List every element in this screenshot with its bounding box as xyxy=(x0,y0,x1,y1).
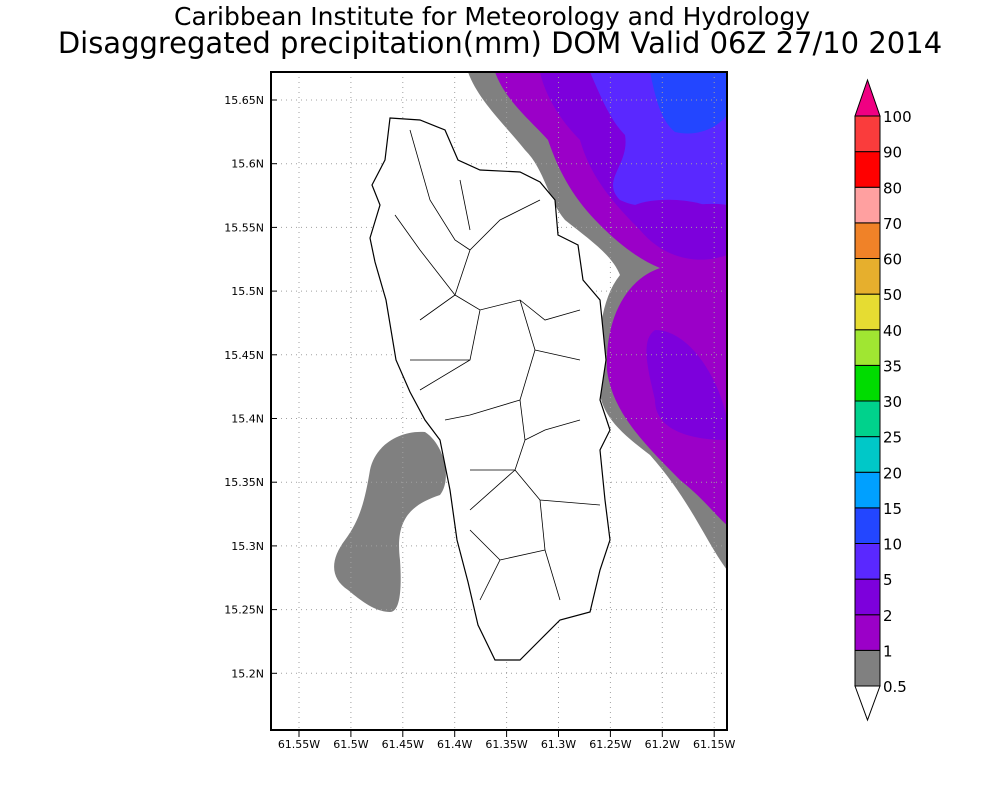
lon-tick-label: 61.45W xyxy=(382,738,424,751)
island-dominica xyxy=(369,117,611,661)
lon-tick-label: 61.4W xyxy=(437,738,472,751)
colorbar-label: 35 xyxy=(883,357,902,375)
colorbar-label: 30 xyxy=(883,393,902,411)
colorbar-label: 25 xyxy=(883,429,902,447)
colorbar-label: 0.5 xyxy=(883,678,907,696)
colorbar-label: 50 xyxy=(883,286,902,304)
lat-tick-label: 15.55N xyxy=(224,221,264,234)
lon-tick-label: 61.3W xyxy=(541,738,576,751)
lat-tick-label: 15.45N xyxy=(224,349,264,362)
lon-tick-label: 61.55W xyxy=(278,738,320,751)
precip-contours xyxy=(334,72,727,612)
precip-area-0.5-southwest xyxy=(334,431,446,612)
lon-tick-label: 61.25W xyxy=(589,738,631,751)
precip-area-2-northeast-inner xyxy=(635,199,722,226)
lon-tick-label: 61.35W xyxy=(485,738,527,751)
colorbar-label: 20 xyxy=(883,464,902,482)
colorbar-label: 70 xyxy=(883,215,902,233)
colorbar-label: 10 xyxy=(883,536,902,554)
colorbar-segment xyxy=(854,578,881,616)
colorbar-segment xyxy=(854,115,881,153)
grid-lines xyxy=(271,72,727,730)
colorbar-segment xyxy=(854,186,881,224)
lat-tick-label: 15.6N xyxy=(231,158,264,171)
colorbar-segment xyxy=(854,436,881,473)
axis-ticks: 15.65N 15.6N 15.55N 15.5N 15.45N 15.4N 15.35N 1… xyxy=(224,94,735,751)
colorbar-segment xyxy=(854,543,881,580)
colorbar-segment xyxy=(854,649,881,687)
colorbar-segment xyxy=(854,151,881,188)
lon-tick-label: 61.15W xyxy=(693,738,735,751)
lat-tick-label: 15.2N xyxy=(231,667,264,680)
colorbar-label: 5 xyxy=(883,571,893,589)
colorbar-label: 60 xyxy=(883,251,902,269)
colorbar-segment xyxy=(854,400,881,438)
colorbar-segment xyxy=(854,222,881,259)
colorbar-label: 40 xyxy=(883,322,902,340)
colorbar-over-triangle xyxy=(854,78,881,117)
colorbar-label: 80 xyxy=(883,179,902,197)
figure-title: Caribbean Institute for Meteorology and … xyxy=(174,2,810,31)
colorbar-label: 1 xyxy=(883,642,893,660)
watershed-boundaries xyxy=(394,129,601,601)
lon-tick-label: 61.2W xyxy=(645,738,680,751)
lat-tick-label: 15.25N xyxy=(224,604,264,617)
colorbar-label: 2 xyxy=(883,607,893,625)
colorbar-segment xyxy=(854,258,881,295)
colorbar-segment xyxy=(854,293,881,331)
colorbar-segment xyxy=(854,507,881,544)
lat-tick-label: 15.65N xyxy=(224,94,264,107)
lat-tick-label: 15.5N xyxy=(231,285,264,298)
colorbar-segment xyxy=(854,471,881,509)
lat-tick-label: 15.35N xyxy=(224,476,264,489)
map-frame xyxy=(270,71,728,731)
colorbar-segment xyxy=(854,329,881,366)
lat-tick-label: 15.3N xyxy=(231,540,264,553)
precip-area-10-northeast xyxy=(650,72,727,134)
colorbar-segment xyxy=(854,364,881,402)
lon-tick-label: 61.5W xyxy=(333,738,368,751)
colorbar-label: 100 xyxy=(883,108,912,126)
colorbar-under-triangle xyxy=(854,685,881,722)
colorbar-segment xyxy=(854,614,881,651)
colorbar-label: 15 xyxy=(883,500,902,518)
lat-tick-label: 15.4N xyxy=(231,413,264,426)
colorbar-label: 90 xyxy=(883,144,902,162)
figure-subtitle: Disaggregated precipitation(mm) DOM Vali… xyxy=(57,26,943,60)
